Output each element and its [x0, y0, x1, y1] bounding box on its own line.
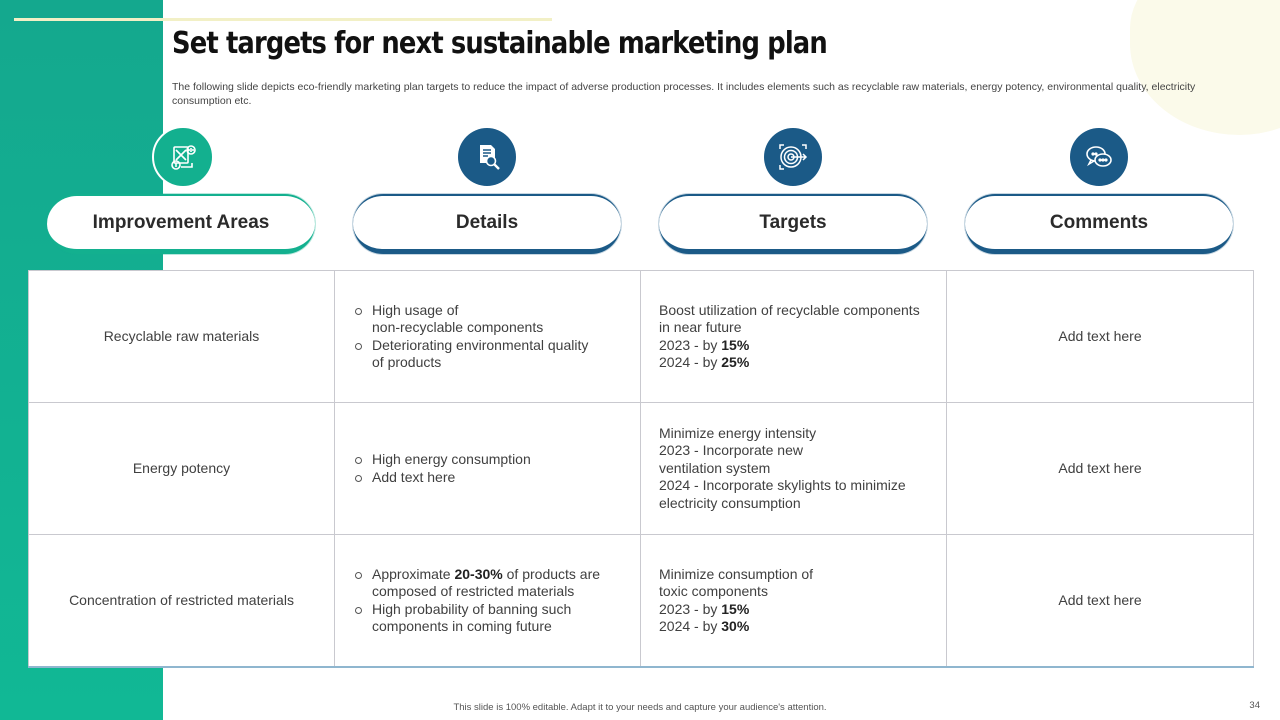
column-header-details: Details [353, 194, 621, 254]
footer-note: This slide is 100% editable. Adapt it to… [453, 702, 827, 713]
detail-bullet: High probability of banning such compone… [353, 601, 639, 636]
top-accent-line [14, 18, 552, 21]
column-header-improvement-areas: Improvement Areas [47, 194, 315, 254]
row-comment: Add text here [946, 534, 1254, 668]
detail-bullet: Add text here [353, 469, 639, 487]
targets-table: Recyclable raw materials High usage of n… [28, 270, 1254, 668]
page-number: 34 [1249, 700, 1260, 711]
row-targets: Minimize consumption of toxic components… [640, 534, 947, 668]
column-header-comments: Comments [965, 194, 1233, 254]
row-details: High energy consumption Add text here [334, 402, 641, 535]
slide-subtitle: The following slide depicts eco-friendly… [172, 81, 1196, 107]
detail-bullet: High usage of non-recyclable components [353, 302, 639, 337]
row-details: Approximate 20-30% of products are compo… [334, 534, 641, 668]
table-row: Recyclable raw materials High usage of n… [28, 270, 1254, 403]
row-improvement-area: Recyclable raw materials [28, 270, 335, 403]
row-improvement-area: Concentration of restricted materials [28, 534, 335, 668]
target-arrow-icon [764, 128, 822, 186]
money-chart-icon [152, 126, 214, 188]
row-targets: Boost utilization of recyclable componen… [640, 270, 947, 403]
document-search-icon [458, 128, 516, 186]
row-comment: Add text here [946, 402, 1254, 535]
column-header-targets: Targets [659, 194, 927, 254]
detail-bullet: Approximate 20-30% of products are compo… [353, 566, 639, 601]
slide-title: Set targets for next sustainable marketi… [172, 26, 828, 61]
decorative-blob [1130, 0, 1280, 135]
row-details: High usage of non-recyclable components … [334, 270, 641, 403]
chat-bubbles-icon [1070, 128, 1128, 186]
table-row: Concentration of restricted materials Ap… [28, 534, 1254, 668]
detail-bullet: High energy consumption [353, 451, 639, 469]
row-targets: Minimize energy intensity 2023 - Incorpo… [640, 402, 947, 535]
detail-bullet: Deteriorating environmental quality of p… [353, 337, 639, 372]
row-comment: Add text here [946, 270, 1254, 403]
row-improvement-area: Energy potency [28, 402, 335, 535]
table-row: Energy potency High energy consumption A… [28, 402, 1254, 535]
